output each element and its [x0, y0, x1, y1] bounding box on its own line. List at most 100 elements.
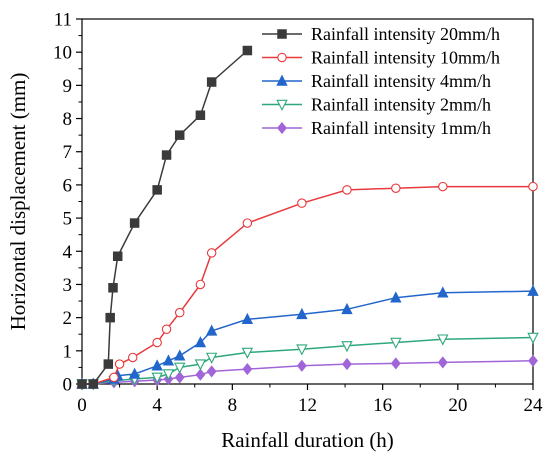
data-point [205, 324, 218, 336]
data-point [162, 354, 175, 366]
legend-label: Rainfall intensity 20mm/h [311, 24, 500, 44]
x-tick-label: 12 [298, 395, 317, 416]
x-tick-label: 4 [152, 395, 162, 416]
data-point [195, 368, 206, 381]
data-point [152, 337, 162, 348]
data-point [341, 302, 353, 315]
series-line [82, 290, 534, 385]
legend-item: Rainfall intensity 1mm/h [262, 118, 491, 138]
legend-item: Rainfall intensity 4mm/h [262, 71, 491, 91]
data-point [151, 359, 163, 371]
data-point [437, 356, 448, 369]
data-point [194, 336, 207, 348]
data-point [242, 362, 253, 376]
series-1 [77, 45, 253, 389]
data-point [128, 367, 141, 379]
x-tick-label: 24 [524, 395, 544, 416]
data-point [297, 198, 307, 208]
data-point [194, 359, 207, 371]
data-point [174, 349, 186, 361]
legend-label: Rainfall intensity 10mm/h [311, 48, 500, 68]
legend-marker [277, 121, 287, 135]
series-5 [77, 354, 538, 391]
data-point [162, 369, 175, 381]
data-point [438, 181, 448, 192]
data-point [161, 150, 172, 160]
data-point [437, 286, 449, 298]
data-point [206, 77, 217, 87]
legend-marker [276, 99, 288, 111]
data-point [105, 312, 115, 323]
data-point [341, 341, 353, 353]
y-tick-label: 3 [63, 275, 73, 296]
data-point [242, 218, 253, 228]
legend-label: Rainfall intensity 2mm/h [311, 95, 491, 115]
data-point [205, 352, 218, 364]
data-point [342, 358, 352, 371]
series-line [82, 49, 248, 385]
data-point [129, 218, 140, 228]
series-2 [77, 181, 538, 389]
data-point [114, 359, 125, 369]
series-line [82, 185, 533, 385]
data-point [103, 359, 114, 369]
legend: Rainfall intensity 20mm/h Rainfall intens… [262, 24, 500, 138]
legend-marker [277, 52, 287, 63]
legend-item: Rainfall intensity 2mm/h [262, 95, 491, 115]
data-point [174, 371, 185, 384]
data-point [77, 379, 87, 389]
data-point [161, 324, 172, 334]
data-point [390, 337, 402, 349]
y-tick-label: 2 [63, 308, 73, 329]
y-tick-label: 5 [63, 209, 73, 230]
x-tick-label: 8 [228, 395, 238, 416]
data-point [108, 283, 118, 293]
data-point [391, 183, 401, 193]
series-line [82, 360, 534, 385]
data-point [206, 365, 217, 378]
y-tick-label: 10 [53, 43, 72, 64]
y-tick-label: 1 [63, 341, 73, 362]
data-point [342, 185, 352, 195]
y-tick-label: 11 [54, 10, 72, 31]
data-point [109, 372, 119, 383]
data-point [241, 312, 254, 325]
data-point [151, 372, 163, 384]
y-axis-title: Horizontal displacement (mm) [6, 73, 30, 331]
data-point [88, 379, 99, 389]
y-tick-label: 6 [63, 175, 73, 196]
data-point [296, 359, 307, 372]
x-axis-title: Rainfall duration (h) [221, 428, 394, 452]
legend-item: Rainfall intensity 20mm/h [262, 24, 500, 44]
data-point [174, 130, 185, 140]
data-point [127, 352, 138, 363]
data-point [296, 307, 308, 320]
data-point [390, 291, 402, 303]
legend-label: Rainfall intensity 1mm/h [311, 118, 491, 138]
data-point [112, 251, 123, 262]
data-point [242, 45, 253, 56]
data-point [206, 248, 217, 258]
legend-label: Rainfall intensity 4mm/h [311, 71, 491, 91]
data-point [390, 357, 401, 370]
data-point [528, 181, 538, 192]
series-layer [76, 45, 539, 391]
data-point [152, 185, 162, 195]
data-point [174, 307, 185, 318]
x-tick-label: 0 [77, 395, 87, 416]
y-tick-label: 0 [63, 375, 73, 396]
legend-marker [276, 74, 288, 86]
data-point [437, 334, 449, 346]
y-tick-label: 8 [63, 109, 73, 130]
y-tick-label: 9 [63, 76, 73, 97]
x-tick-label: 20 [448, 395, 467, 416]
x-tick-label: 16 [373, 395, 392, 416]
y-tick-label: 4 [63, 242, 73, 263]
data-point [528, 354, 538, 367]
legend-item: Rainfall intensity 10mm/h [262, 48, 500, 68]
series-3 [76, 284, 539, 389]
data-point [195, 110, 206, 120]
y-tick-label: 7 [63, 142, 73, 163]
legend-marker [277, 29, 287, 39]
